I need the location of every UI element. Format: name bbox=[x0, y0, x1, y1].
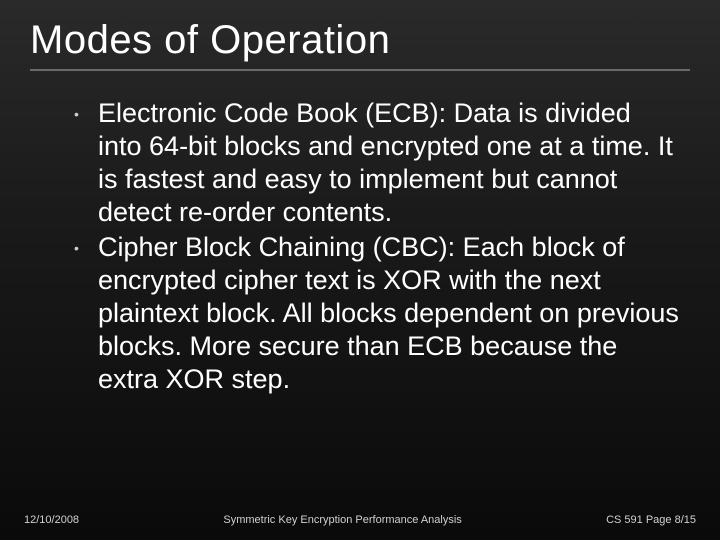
footer-page: CS 591 Page 8/15 bbox=[606, 514, 696, 526]
footer-date: 12/10/2008 bbox=[24, 514, 79, 526]
footer-title: Symmetric Key Encryption Performance Ana… bbox=[79, 514, 606, 526]
accent-line bbox=[30, 69, 690, 71]
slide-title: Modes of Operation bbox=[30, 18, 690, 63]
bullet-item: Cipher Block Chaining (CBC): Each block … bbox=[70, 231, 680, 396]
content-area: Electronic Code Book (ECB): Data is divi… bbox=[30, 97, 690, 395]
footer: 12/10/2008 Symmetric Key Encryption Perf… bbox=[0, 514, 720, 526]
slide-container: Modes of Operation Electronic Code Book … bbox=[0, 0, 720, 540]
bullet-item: Electronic Code Book (ECB): Data is divi… bbox=[70, 97, 680, 229]
